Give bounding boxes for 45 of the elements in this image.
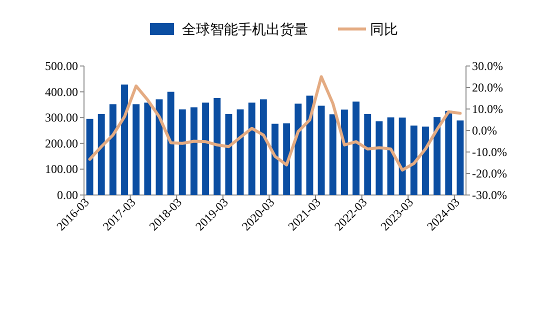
bar	[178, 109, 186, 195]
bar	[202, 102, 210, 195]
bar	[352, 102, 360, 195]
bar	[434, 117, 441, 195]
line-series	[88, 75, 462, 172]
y-tick-label: 500.00	[45, 59, 78, 73]
bar	[214, 98, 221, 195]
y2-tick-label: -20.0%	[472, 166, 507, 180]
bar	[86, 118, 94, 195]
bar	[410, 126, 418, 195]
bar	[329, 114, 336, 195]
bar	[398, 118, 406, 195]
y2-tick-label: 30.0%	[472, 59, 503, 73]
y-tick-label: 200.00	[45, 136, 78, 150]
bar	[422, 126, 429, 195]
bar	[340, 110, 348, 195]
bar	[167, 92, 174, 195]
legend-label: 全球智能手机出货量	[182, 22, 308, 38]
bar	[445, 110, 452, 195]
y-tick-label: 300.00	[45, 110, 78, 125]
legend-label: 同比	[370, 22, 398, 38]
bar	[225, 114, 232, 195]
bar	[260, 99, 267, 195]
bar	[248, 102, 256, 195]
bar	[283, 123, 290, 195]
y-tick-label: 0.00	[57, 188, 78, 202]
bar	[318, 106, 325, 195]
y-tick-label: 400.00	[45, 84, 78, 99]
y2-tick-label: 20.0%	[472, 80, 503, 94]
bar	[456, 120, 464, 195]
y2-tick-label: -30.0%	[472, 188, 507, 202]
y2-tick-label: -10.0%	[472, 145, 507, 159]
y2-tick-label: 10.0%	[472, 102, 503, 116]
bar	[109, 104, 116, 195]
bar	[190, 107, 198, 195]
bar	[294, 104, 302, 195]
y2-tick-label: 0.0%	[472, 124, 497, 138]
bar	[144, 102, 152, 195]
bar	[376, 121, 383, 195]
bar	[121, 84, 128, 195]
bar	[272, 124, 278, 195]
bar	[98, 114, 105, 195]
y-tick-label: 100.00	[45, 162, 78, 176]
bar	[132, 104, 140, 195]
bar	[364, 114, 372, 195]
